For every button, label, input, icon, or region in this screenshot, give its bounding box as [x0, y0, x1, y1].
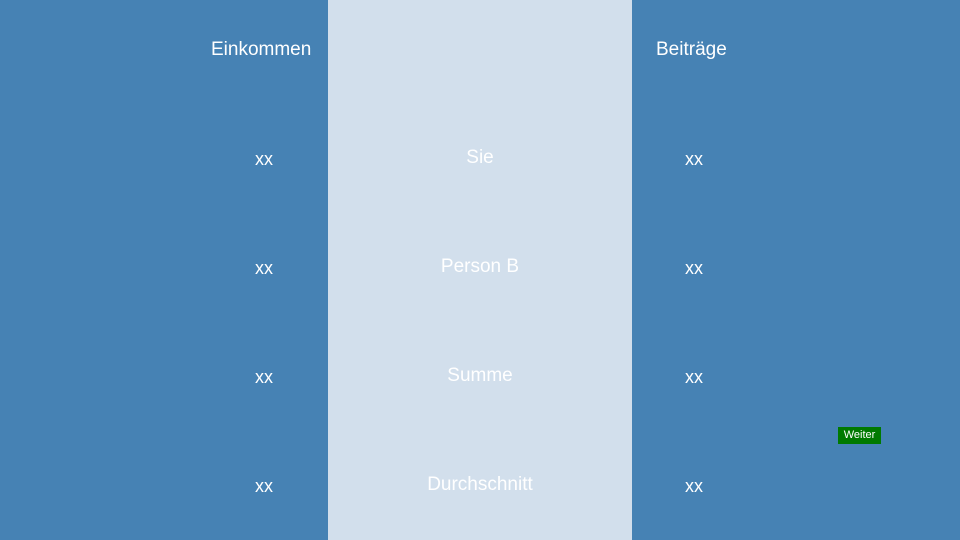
contribution-value: xx — [685, 367, 703, 387]
table-row: xx Sie xx — [0, 147, 960, 171]
income-header: Einkommen — [211, 39, 312, 60]
row-label: Summe — [447, 365, 513, 386]
table-row: xx Person B xx — [0, 256, 960, 280]
income-value: xx — [255, 149, 273, 169]
row-label: Person B — [440, 256, 520, 277]
next-button[interactable]: Weiter — [838, 427, 881, 444]
row-label: Durchschnitt — [427, 474, 533, 495]
income-value: xx — [255, 367, 273, 387]
income-value: xx — [255, 476, 273, 496]
row-label: Sie — [466, 147, 494, 168]
contribution-value: xx — [685, 258, 703, 278]
income-value: xx — [255, 258, 273, 278]
table-row: xx Summe xx — [0, 365, 960, 389]
contribution-value: xx — [685, 476, 703, 496]
center-panel — [328, 0, 632, 540]
table-row: xx Durchschnitt xx — [0, 474, 960, 498]
contribution-value: xx — [685, 149, 703, 169]
contributions-header: Beiträge — [656, 39, 727, 60]
